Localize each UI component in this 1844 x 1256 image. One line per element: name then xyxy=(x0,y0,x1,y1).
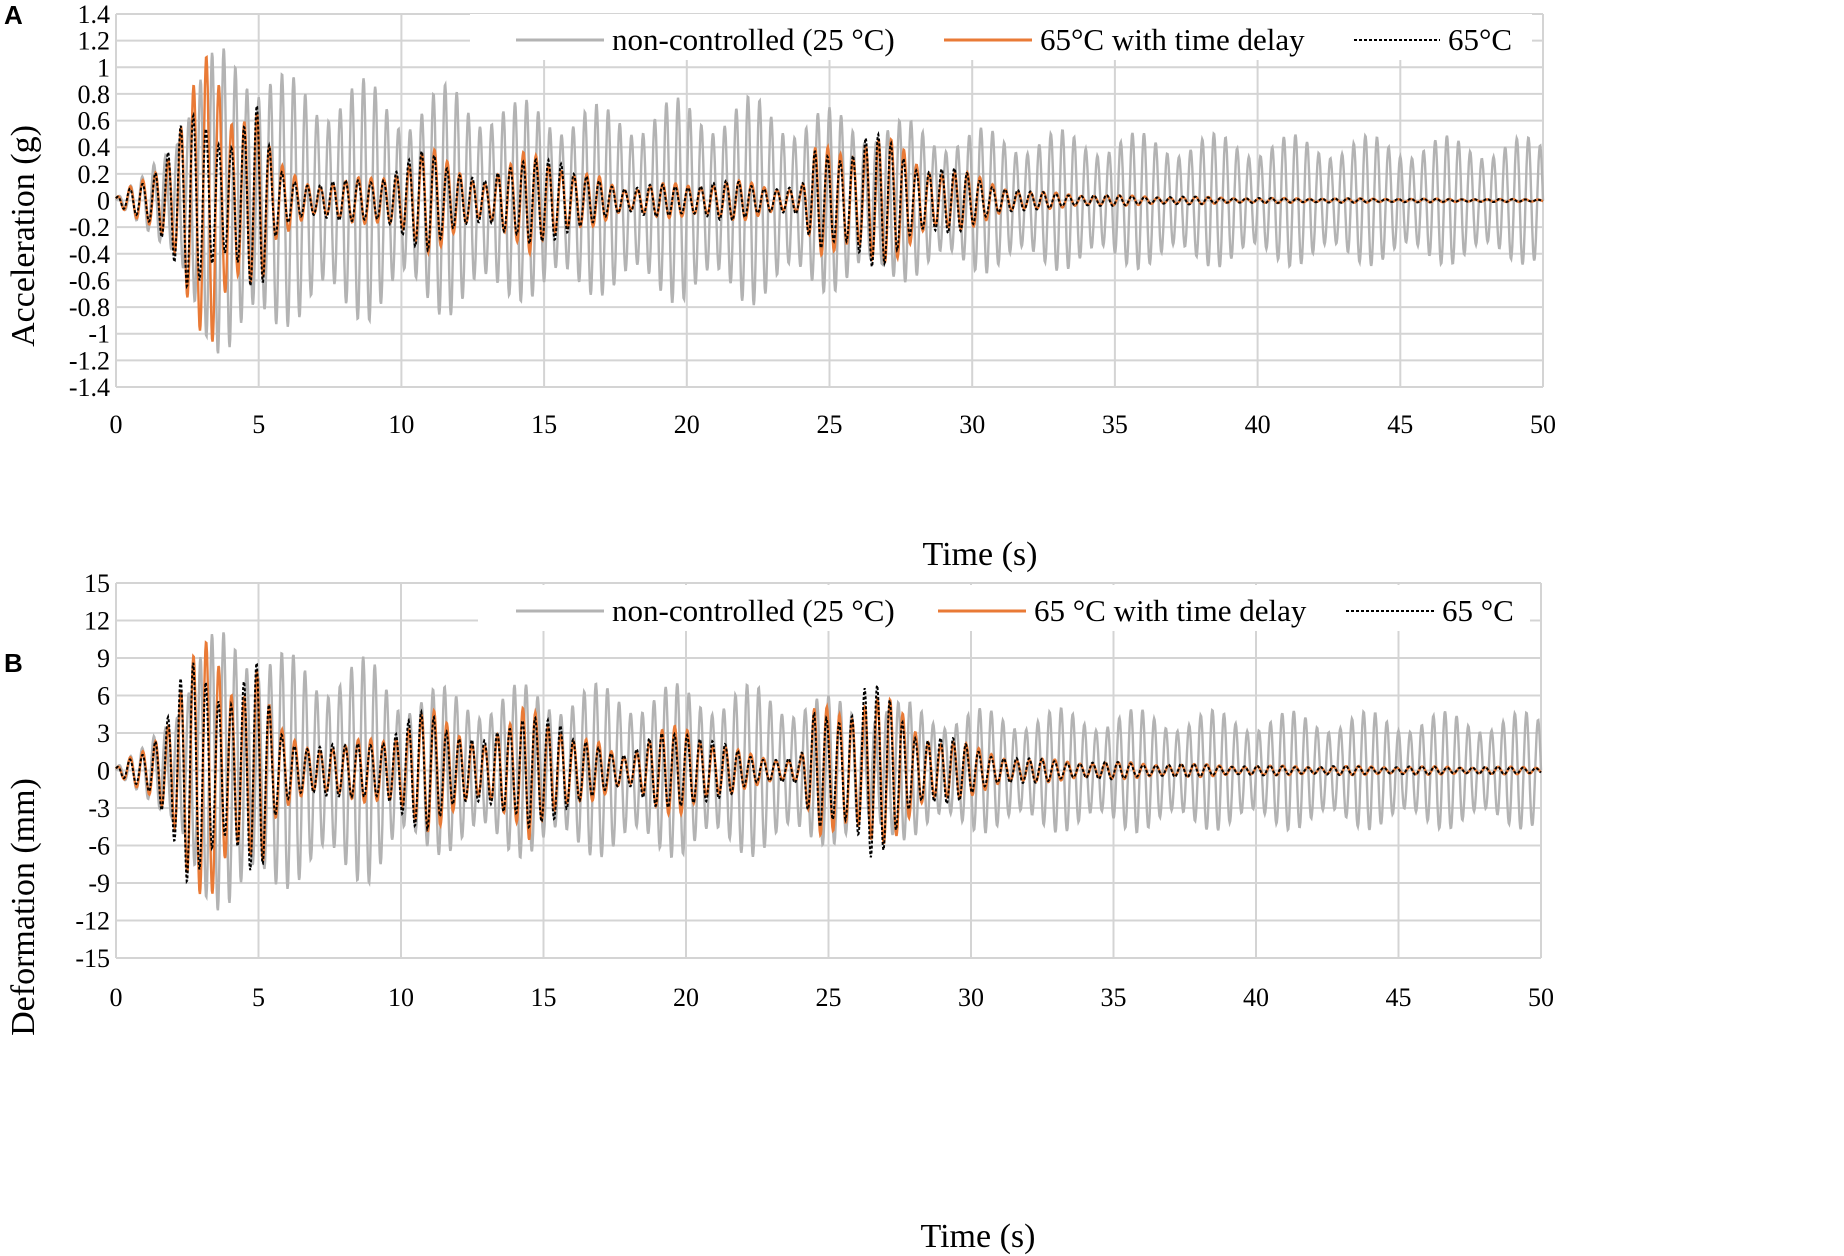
y-tick-label: 0 xyxy=(97,757,110,786)
x-tick-label: 0 xyxy=(110,983,123,1012)
y-tick-label: 1 xyxy=(97,53,110,82)
x-tick-label: 5 xyxy=(252,983,265,1012)
y-tick-label: -1.4 xyxy=(69,373,110,402)
x-tick-label: 10 xyxy=(388,983,414,1012)
y-tick-label: 0.6 xyxy=(78,107,111,136)
y-tick-label: -0.8 xyxy=(69,293,110,322)
legend-panel-a: non-controlled (25 °C) 65°C with time del… xyxy=(470,14,1532,60)
x-tick-label: 10 xyxy=(388,410,414,439)
tick-labels-panel-a: 0 5 10 15 20 25 30 35 40 45 501.41.210.80.60.40.20… xyxy=(69,0,1556,439)
y-axis-title-b: Deformation (mm) xyxy=(5,778,42,1036)
y-tick-label: -15 xyxy=(75,944,110,973)
x-tick-label: 40 xyxy=(1243,983,1269,1012)
x-tick-label: 35 xyxy=(1102,410,1128,439)
y-tick-label: -0.4 xyxy=(69,240,110,269)
x-tick-label: 20 xyxy=(674,410,700,439)
x-tick-label: 45 xyxy=(1387,410,1413,439)
x-tick-label: 30 xyxy=(958,983,984,1012)
y-tick-label: -3 xyxy=(88,794,110,823)
series-line-non-controlled xyxy=(114,632,1543,911)
y-tick-label: -12 xyxy=(75,907,110,936)
y-tick-label: 1.2 xyxy=(78,27,111,56)
plot-area-panel-a xyxy=(114,48,1545,354)
y-tick-label: 9 xyxy=(97,644,110,673)
legend-panel-b: non-controlled (25 °C) 65 °C with time de… xyxy=(478,585,1530,631)
y-tick-label: 0 xyxy=(97,187,110,216)
x-axis-title-b: Time (s) xyxy=(921,1218,1036,1255)
x-tick-label: 40 xyxy=(1245,410,1271,439)
legend-label: non-controlled (25 °C) xyxy=(612,593,895,628)
y-tick-label: 0.2 xyxy=(78,160,111,189)
y-tick-label: -0.6 xyxy=(69,266,110,295)
legend-label: 65 °C xyxy=(1442,593,1514,628)
legend-label: 65°C xyxy=(1448,22,1512,57)
x-tick-label: 20 xyxy=(673,983,699,1012)
x-tick-label: 5 xyxy=(252,410,265,439)
chart-panel-b: B 0 5 10 15 20 25 30 35 40 45 5015129630-3-6-9-12-… xyxy=(4,569,1554,1255)
x-tick-label: 45 xyxy=(1386,983,1412,1012)
legend-background xyxy=(470,14,1532,60)
plot-area-panel-b xyxy=(114,632,1543,911)
x-tick-label: 30 xyxy=(959,410,985,439)
panel-label-b: B xyxy=(4,648,23,678)
y-tick-label: 0.4 xyxy=(78,133,111,162)
legend-label: 65 °C with time delay xyxy=(1034,593,1307,628)
y-tick-label: -9 xyxy=(88,869,110,898)
x-tick-label: 15 xyxy=(531,410,557,439)
y-tick-label: 0.8 xyxy=(78,80,111,109)
y-tick-label: 15 xyxy=(84,569,110,598)
x-tick-label: 50 xyxy=(1528,983,1554,1012)
series-line-non-controlled xyxy=(114,48,1545,354)
y-axis-title-a: Acceleration (g) xyxy=(5,125,42,347)
x-tick-label: 25 xyxy=(816,983,842,1012)
x-tick-label: 0 xyxy=(110,410,123,439)
legend-label: non-controlled (25 °C) xyxy=(612,22,895,57)
legend-background xyxy=(478,585,1530,631)
x-tick-label: 15 xyxy=(531,983,557,1012)
y-tick-label: 3 xyxy=(97,719,110,748)
y-tick-label: 1.4 xyxy=(78,0,111,29)
chart-panel-a: A 0 5 10 15 20 25 30 35 40 45 50 1.41.210.80.60.40.… xyxy=(4,0,1556,573)
legend-label: 65°C with time delay xyxy=(1040,22,1305,57)
y-tick-label: 6 xyxy=(97,682,110,711)
series-line-controlled xyxy=(115,660,1542,885)
y-tick-label: -6 xyxy=(88,832,110,861)
x-axis-title-a: Time (s) xyxy=(923,536,1038,573)
y-tick-label: 12 xyxy=(84,607,110,636)
x-tick-label: 50 xyxy=(1530,410,1556,439)
series-line-controlled xyxy=(115,104,1544,290)
panel-label-a: A xyxy=(4,0,23,30)
y-tick-label: -0.2 xyxy=(69,213,110,242)
y-tick-label: -1 xyxy=(88,320,110,349)
y-tick-label: -1.2 xyxy=(69,346,110,375)
x-tick-label: 25 xyxy=(817,410,843,439)
x-tick-label: 35 xyxy=(1101,983,1127,1012)
